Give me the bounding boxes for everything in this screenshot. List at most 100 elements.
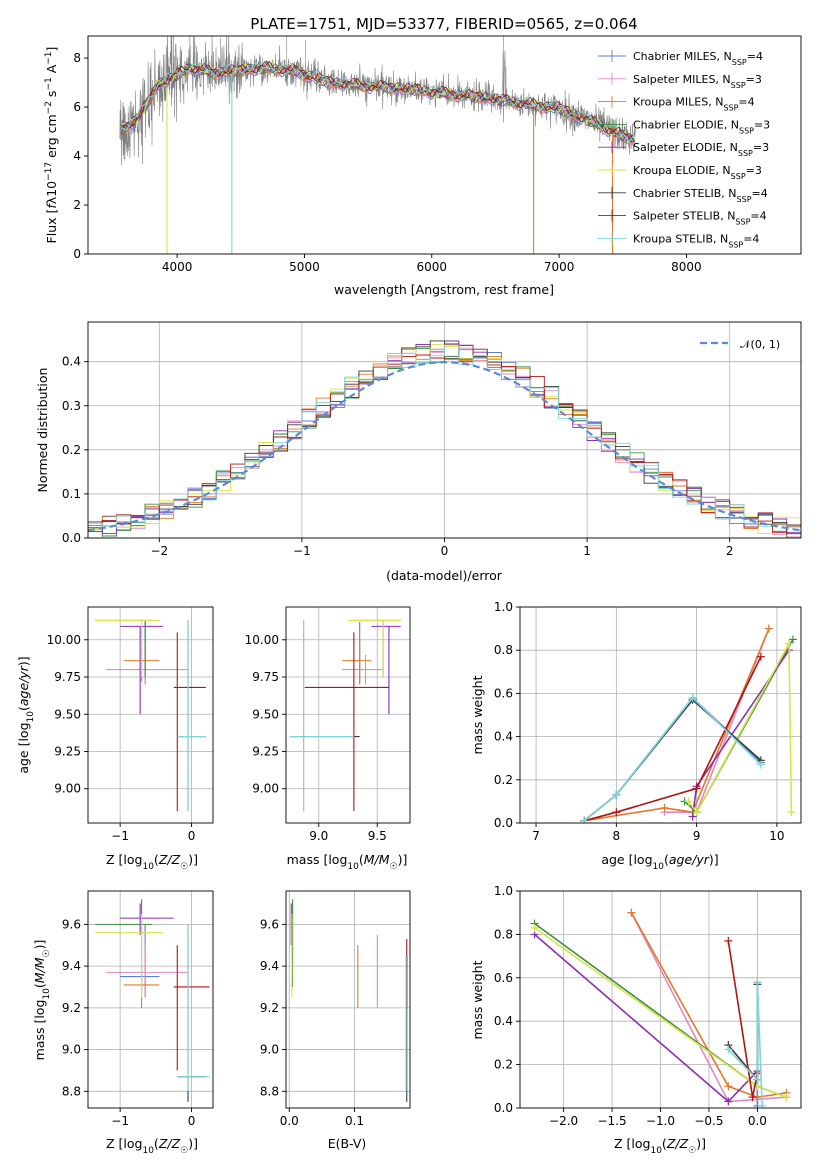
legend-entry: Salpeter ELODIE, NSSP=3: [633, 141, 769, 158]
y-tick-label: 0.2: [494, 773, 513, 787]
y-tick-label: 0.4: [494, 730, 513, 744]
y-tick-label: 9.50: [252, 707, 279, 721]
x-tick-label: 7000: [544, 260, 575, 274]
y-tick-label: 6: [73, 100, 81, 114]
y-tick-label: 0.8: [494, 643, 513, 657]
age-y-label-1: age [log10(age/yr)]: [16, 656, 36, 773]
age-x-label: age [log10(age/yr)]: [601, 852, 718, 872]
z-x-label-2: Z [log10(Z/Z☉)]: [106, 1136, 198, 1156]
weight-line: [630, 912, 787, 1099]
y-tick-label: 9.75: [54, 670, 81, 684]
ebv-x-label: E(B-V): [328, 1136, 367, 1151]
x-tick-label: 0.1: [345, 1114, 364, 1128]
plot-area: [580, 624, 797, 823]
x-tick-label: 7: [532, 829, 540, 843]
x-tick-label: 9.0: [309, 829, 328, 843]
mass-vs-ebv-axes: 0.0 0.1 8.8 9.0 9.2 9.4 9.6: [260, 890, 411, 1128]
x-tick-label: 0.0: [280, 1114, 299, 1128]
weight-line: [583, 656, 762, 822]
model-spectrum: [120, 61, 635, 139]
y-tick-label: 9.2: [62, 1001, 81, 1015]
y-tick-label: 9.0: [62, 1043, 81, 1057]
z-x-label-1: Z [log10(Z/Z☉)]: [106, 852, 198, 872]
y-tick-label: 9.4: [62, 959, 81, 973]
weight-line: [533, 933, 758, 1103]
plot-area: [95, 899, 210, 1102]
y-tick-label: 0.4: [62, 355, 81, 369]
mass-x-label: mass [log10(M/M☉)]: [287, 852, 408, 872]
y-tick-label: 9.2: [260, 1001, 279, 1015]
weight-line: [583, 696, 762, 822]
y-tick-label: 0.0: [494, 816, 513, 830]
spectrum-title: PLATE=1751, MJD=53377, FIBERID=0565, z=0…: [250, 15, 637, 33]
y-tick-label: 9.00: [54, 782, 81, 796]
spectrum-axes: 4000 5000 6000 7000 8000 0 2 4 6 8: [73, 35, 802, 274]
axes-frame: [285, 606, 411, 824]
histogram-axes: −2 −1 0 1 2 0.0 0.1 0.2 0.3 0.4: [62, 321, 802, 558]
y-tick-label: 0.6: [494, 686, 513, 700]
x-tick-label: 9.5: [368, 829, 387, 843]
y-tick-label: 9.00: [252, 782, 279, 796]
y-tick-label: 0.1: [62, 487, 81, 501]
x-tick-label: 9: [693, 829, 701, 843]
x-tick-label: 1: [583, 544, 591, 558]
legend-entry: Salpeter STELIB, NSSP=4: [633, 210, 767, 227]
spectrum-y-label: Flux [fλ10−17 erg cm−2 s−1 A−1]: [44, 47, 59, 244]
normal-curve: [88, 360, 801, 532]
y-tick-label: 4: [73, 149, 81, 163]
y-tick-label: 9.25: [252, 744, 279, 758]
x-tick-label: 10: [769, 829, 784, 843]
axes-frame: [87, 890, 214, 1109]
z-x-label-3: Z [log10(Z/Z☉)]: [614, 1136, 706, 1156]
x-tick-label: 5000: [289, 260, 320, 274]
age-vs-mass-axes: 9.0 9.5 9.00 9.25 9.50 9.75 10.00: [245, 606, 411, 843]
x-tick-label: 4000: [162, 260, 193, 274]
y-tick-label: 8: [73, 51, 81, 65]
plot-area: [88, 340, 801, 538]
plot-area: [119, 36, 636, 254]
y-tick-label: 8.8: [62, 1084, 81, 1098]
normal-legend-label: 𝒩(0, 1): [740, 338, 780, 351]
y-tick-label: 0.0: [62, 531, 81, 545]
y-tick-label: 9.75: [252, 670, 279, 684]
y-tick-label: 1.0: [494, 600, 513, 614]
legend-entry: Chabrier STELIB, NSSP=4: [633, 187, 768, 204]
y-tick-label: 0.8: [494, 927, 513, 941]
axes-frame: [285, 890, 411, 1109]
x-tick-label: −2.0: [549, 1114, 578, 1128]
y-tick-label: 0.6: [494, 971, 513, 985]
weight-y-label-2: mass weight: [470, 960, 485, 1039]
y-tick-label: 10.00: [245, 633, 279, 647]
x-tick-label: 0: [441, 544, 449, 558]
model-spectrum: [120, 63, 635, 142]
x-tick-label: −1.0: [646, 1114, 675, 1128]
y-tick-label: 2: [73, 198, 81, 212]
axes-frame: [87, 35, 802, 255]
model-spectrum: [120, 63, 635, 146]
y-tick-label: 0.2: [62, 443, 81, 457]
mass-y-label: mass [log10(M/M☉)]: [32, 940, 52, 1061]
x-tick-label: −0.5: [694, 1114, 723, 1128]
model-spectrum: [120, 60, 635, 143]
legend-entry: Chabrier ELODIE, NSSP=3: [633, 118, 770, 135]
y-tick-label: 9.50: [54, 707, 81, 721]
x-tick-label: −1: [111, 1114, 129, 1128]
weight-line: [687, 640, 793, 814]
weight-vs-age-axes: 7 8 9 10 0.0 0.2 0.4 0.6 0.8 1.0: [494, 600, 802, 843]
observed-spectrum: [119, 36, 636, 166]
y-tick-label: 0.0: [494, 1101, 513, 1115]
x-tick-label: −1.5: [597, 1114, 626, 1128]
y-tick-label: 9.0: [260, 1043, 279, 1057]
x-tick-label: 8000: [671, 260, 702, 274]
x-tick-label: 0: [188, 829, 196, 843]
y-tick-label: 9.6: [62, 917, 81, 931]
plot-area: [289, 619, 401, 812]
y-tick-label: 9.6: [260, 917, 279, 931]
plot-area: [530, 908, 791, 1108]
axes-frame: [519, 606, 802, 824]
age-vs-Z-axes: −1 0 9.00 9.25 9.50 9.75 10.00: [47, 606, 214, 843]
y-tick-label: 8.8: [260, 1084, 279, 1098]
legend-entry: Kroupa STELIB, NSSP=4: [633, 232, 759, 249]
x-tick-label: −1: [293, 544, 311, 558]
